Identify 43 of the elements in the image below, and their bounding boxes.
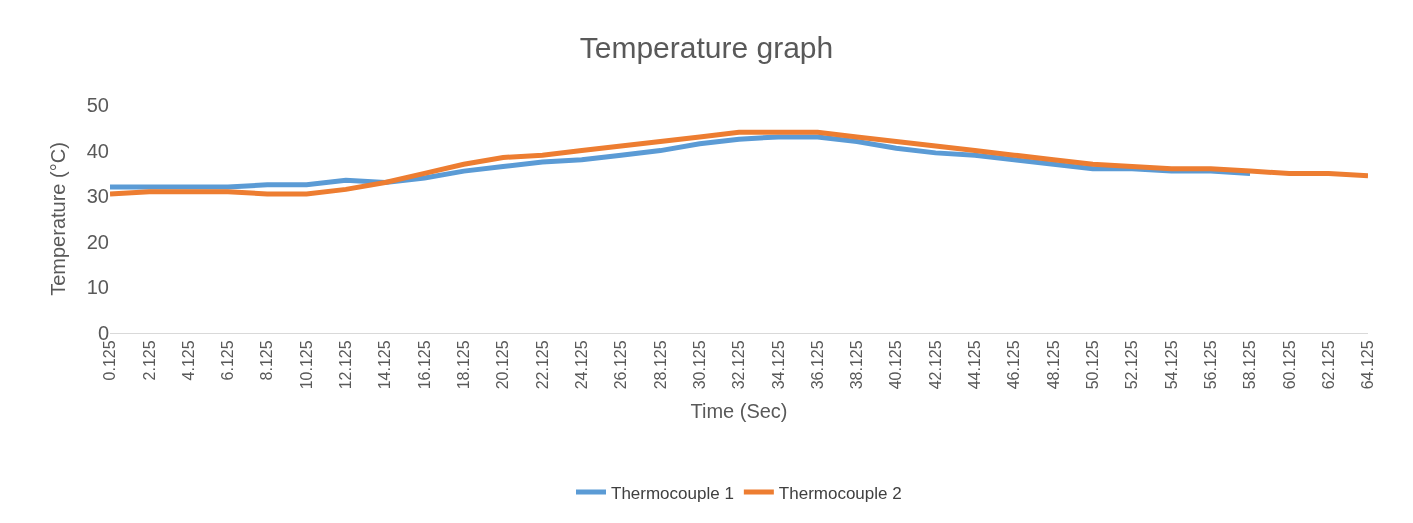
y-tick-label: 20 bbox=[86, 230, 109, 253]
x-tick-label: 64.125 bbox=[1359, 340, 1377, 390]
x-tick-label: 18.125 bbox=[455, 340, 473, 390]
x-tick-label: 6.125 bbox=[219, 340, 237, 381]
x-tick-label: 12.125 bbox=[337, 340, 355, 390]
y-tick-label: 10 bbox=[86, 276, 109, 299]
y-tick-label: 30 bbox=[86, 185, 109, 208]
x-axis-title: Time (Sec) bbox=[690, 399, 788, 422]
y-tick-label: 40 bbox=[86, 139, 109, 162]
x-tick-label: 62.125 bbox=[1319, 340, 1337, 390]
x-tick-label: 50.125 bbox=[1084, 340, 1102, 390]
x-tick-label: 60.125 bbox=[1280, 340, 1298, 390]
x-tick-label: 14.125 bbox=[376, 340, 394, 390]
x-tick-label: 46.125 bbox=[1005, 340, 1023, 390]
x-tick-label: 2.125 bbox=[140, 340, 158, 381]
x-tick-label: 10.125 bbox=[297, 340, 315, 390]
x-tick-label: 24.125 bbox=[572, 340, 590, 390]
x-tick-label: 54.125 bbox=[1162, 340, 1180, 390]
legend-label: Thermocouple 2 bbox=[778, 483, 902, 503]
x-tick-label: 22.125 bbox=[533, 340, 551, 390]
x-tick-label: 28.125 bbox=[651, 340, 669, 390]
x-tick-label: 40.125 bbox=[887, 340, 905, 390]
x-tick-label: 4.125 bbox=[179, 340, 197, 381]
x-tick-label: 8.125 bbox=[258, 340, 276, 381]
y-tick-label: 50 bbox=[86, 94, 109, 116]
x-tick-label: 20.125 bbox=[494, 340, 512, 390]
x-tick-label: 44.125 bbox=[966, 340, 984, 390]
x-tick-label: 30.125 bbox=[690, 340, 708, 390]
x-tick-label: 48.125 bbox=[1044, 340, 1062, 390]
legend-label: Thermocouple 1 bbox=[611, 483, 734, 503]
x-tick-label: 38.125 bbox=[848, 340, 866, 390]
x-tick-label: 56.125 bbox=[1201, 340, 1219, 390]
x-tick-label: 58.125 bbox=[1241, 340, 1259, 390]
x-tick-label: 32.125 bbox=[730, 340, 748, 390]
x-tick-label: 16.125 bbox=[415, 340, 433, 390]
x-tick-label: 52.125 bbox=[1123, 340, 1141, 390]
y-axis-title: Temperature (°C) bbox=[47, 142, 70, 296]
x-tick-label: 42.125 bbox=[926, 340, 944, 390]
x-tick-label: 0.125 bbox=[101, 340, 119, 381]
x-tick-label: 26.125 bbox=[612, 340, 630, 390]
x-tick-label: 34.125 bbox=[769, 340, 787, 390]
x-tick-label: 36.125 bbox=[808, 340, 826, 390]
chart-title: Temperature graph bbox=[579, 30, 834, 64]
